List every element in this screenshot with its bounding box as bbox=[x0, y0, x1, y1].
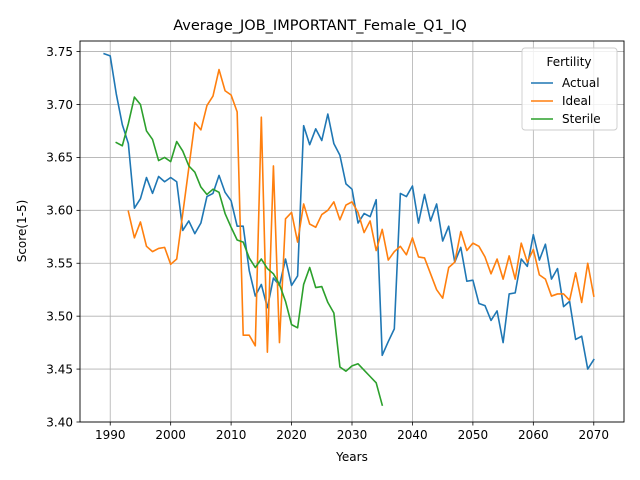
legend-label-sterile: Sterile bbox=[562, 112, 601, 126]
x-tick-label: 2040 bbox=[397, 428, 428, 442]
legend-label-ideal: Ideal bbox=[562, 94, 591, 108]
x-axis: 1990 2000 2010 2020 2030 2040 2050 2060 2070 bbox=[95, 422, 609, 442]
series-line-actual bbox=[103, 52, 595, 370]
x-tick-label: 2030 bbox=[337, 428, 368, 442]
series-layer bbox=[103, 52, 595, 407]
y-tick-label: 3.70 bbox=[46, 98, 73, 112]
series-line-ideal bbox=[127, 68, 595, 353]
legend-label-actual: Actual bbox=[562, 76, 600, 90]
y-axis-label: Score(1-5) bbox=[15, 200, 29, 263]
x-tick-label: 1990 bbox=[95, 428, 126, 442]
legend: Fertility Actual Ideal Sterile bbox=[521, 47, 618, 131]
x-tick-label: 2010 bbox=[216, 428, 247, 442]
y-tick-label: 3.55 bbox=[46, 257, 73, 271]
legend-title: Fertility bbox=[546, 55, 591, 69]
y-tick-label: 3.65 bbox=[46, 151, 73, 165]
series-line-sterile bbox=[115, 96, 384, 407]
x-tick-label: 2050 bbox=[458, 428, 489, 442]
y-tick-label: 3.75 bbox=[46, 45, 73, 59]
y-tick-label: 3.45 bbox=[46, 362, 73, 376]
x-tick-label: 2020 bbox=[276, 428, 307, 442]
y-axis: 3.40 3.45 3.50 3.55 3.60 3.65 3.70 3.75 bbox=[46, 45, 80, 429]
y-tick-label: 3.60 bbox=[46, 204, 73, 218]
x-tick-label: 2000 bbox=[155, 428, 186, 442]
chart-title: Average_JOB_IMPORTANT_Female_Q1_IQ bbox=[173, 18, 467, 34]
x-axis-label: Years bbox=[335, 450, 368, 464]
y-tick-label: 3.50 bbox=[46, 309, 73, 323]
legend-box bbox=[521, 47, 618, 131]
x-tick-label: 2070 bbox=[579, 428, 610, 442]
y-tick-label: 3.40 bbox=[46, 415, 73, 429]
x-tick-label: 2060 bbox=[518, 428, 549, 442]
